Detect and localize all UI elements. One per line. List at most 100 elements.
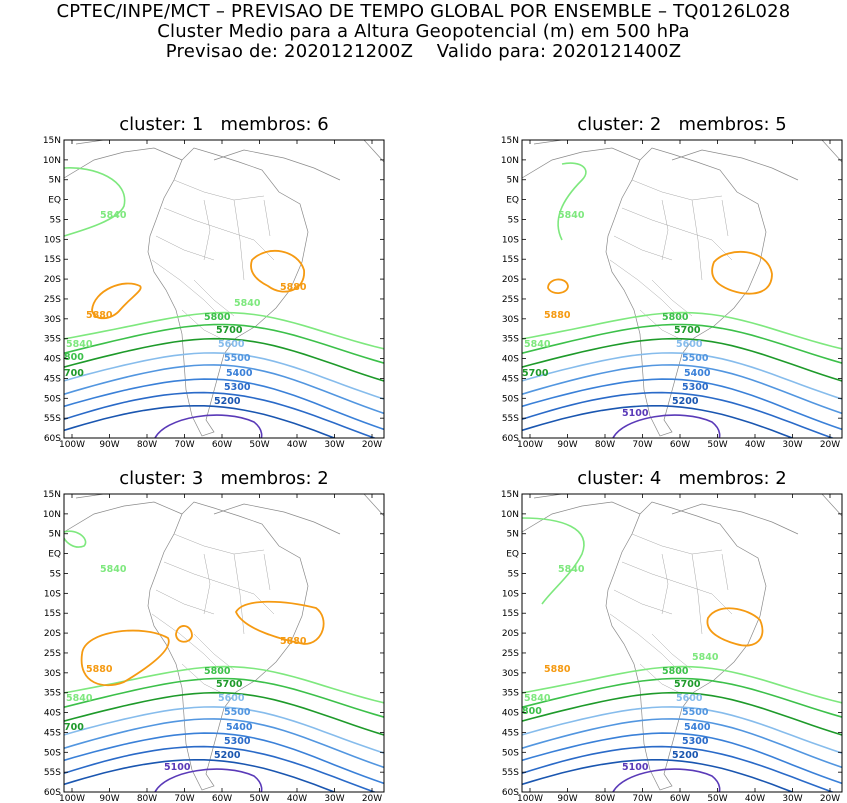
contour-5200 (522, 405, 795, 438)
lon-label: 60W (670, 440, 690, 450)
contour-label-l5840a: 5840 (100, 564, 127, 575)
lon-label: 20W (362, 794, 382, 803)
coastline (147, 501, 309, 791)
lat-label: 5N (507, 530, 519, 540)
lon-label: 60W (670, 794, 690, 803)
contour-label-l5200: 5200 (672, 750, 699, 761)
panel-3-frame (63, 493, 385, 793)
contour-5100 (154, 414, 263, 438)
lat-label: 30S (44, 315, 61, 325)
contour-5880 (91, 282, 142, 320)
contour-label-l5840c: 5840 (524, 339, 551, 350)
lon-label: 90W (557, 440, 577, 450)
contour-label-l5800b: 800 (64, 352, 84, 363)
coastline (75, 140, 105, 145)
contour-5400 (64, 732, 384, 785)
contour-label-l5500: 5500 (682, 707, 709, 718)
coastline (64, 501, 183, 533)
coastline (605, 147, 767, 437)
country-border (203, 199, 211, 261)
lat-label: 45S (502, 374, 519, 384)
country-border (621, 561, 733, 615)
lon-label: 20W (820, 440, 840, 450)
lon-label: 60W (212, 440, 232, 450)
lat-label: 30S (44, 669, 61, 679)
lat-label: 20S (502, 629, 519, 639)
contour-label-l5800: 5800 (204, 666, 231, 677)
country-border (173, 533, 265, 555)
contour-5300 (64, 391, 377, 438)
country-border (661, 199, 669, 261)
contour-label-l5300: 5300 (682, 382, 709, 393)
lon-label: 50W (249, 440, 269, 450)
lat-label: 50S (44, 394, 61, 404)
contour-5500 (64, 718, 384, 769)
panel-3-title: cluster: 3 membros: 2 (119, 468, 329, 489)
panel-1-title: cluster: 1 membros: 6 (119, 114, 329, 135)
lon-label: 40W (745, 440, 765, 450)
lon-label: 90W (557, 794, 577, 803)
panel-1-frame (63, 139, 385, 439)
country-border (193, 279, 235, 317)
lon-label: 40W (287, 794, 307, 803)
contour-5100 (612, 414, 721, 438)
country-border (609, 613, 683, 675)
contour-label-l5700: 5700 (674, 679, 701, 690)
lat-label: 50S (44, 748, 61, 758)
lat-label: 45S (44, 728, 61, 738)
contour-5200 (522, 759, 795, 792)
panel-2-plot: 5880 5840 5800 5840 5700 5700 5600 5500 5400 5300… (501, 136, 843, 450)
contour-label-l5840b: 5840 (234, 298, 261, 309)
lat-label: 10N (43, 510, 61, 520)
lon-label: 20W (820, 794, 840, 803)
coastline (821, 140, 842, 163)
contour-label-l5800: 5800 (662, 666, 689, 677)
contour-5600 (64, 352, 384, 400)
country-border (173, 179, 265, 201)
lat-label: 60S (44, 434, 61, 444)
contour-5800 (64, 677, 384, 718)
lat-label: 20S (44, 275, 61, 285)
panel-3-plot: 5880 5880 5840 5800 5700 5600 5500 5400 5300 5200… (43, 490, 385, 803)
lon-label: 80W (137, 440, 157, 450)
panel-2-frame (521, 139, 843, 439)
contour-label-l5880a: 5880 (86, 310, 113, 321)
lat-label: 20S (44, 629, 61, 639)
lat-label: 5S (50, 569, 62, 579)
lat-label: 5S (508, 215, 520, 225)
country-border (651, 279, 693, 317)
contour-5200 (64, 405, 337, 438)
lat-label: 50S (502, 394, 519, 404)
contour-label-l5880b: 5880 (280, 282, 307, 293)
contour-5840 (64, 167, 126, 237)
contour-5700 (64, 337, 384, 382)
contour-5500 (522, 364, 842, 415)
coastline (213, 149, 341, 181)
contour-label-l5500: 5500 (682, 353, 709, 364)
contour-5880 (547, 278, 569, 294)
lat-label: 40S (502, 355, 519, 365)
coastline (363, 494, 384, 517)
contour-label-l5840a: 5840 (558, 210, 585, 221)
lon-label: 50W (707, 440, 727, 450)
contour-5880 (250, 250, 305, 293)
contour-label-l5880a: 5880 (544, 664, 571, 675)
country-border (721, 553, 729, 591)
country-border (661, 553, 669, 615)
country-border (651, 633, 693, 671)
coastline (75, 494, 105, 499)
contour-5700 (522, 691, 842, 736)
contour-5500 (522, 718, 842, 769)
contour-5800 (64, 323, 384, 364)
lat-label: 55S (44, 768, 61, 778)
lon-label: 70W (174, 440, 194, 450)
lat-label: 15S (502, 609, 519, 619)
lat-label: 25S (44, 295, 61, 305)
lon-label: 30W (324, 794, 344, 803)
country-border (181, 663, 225, 695)
coastline (522, 147, 641, 179)
country-border (631, 533, 723, 555)
contour-label-l5600: 5600 (676, 339, 703, 350)
lat-label: 5S (508, 569, 520, 579)
